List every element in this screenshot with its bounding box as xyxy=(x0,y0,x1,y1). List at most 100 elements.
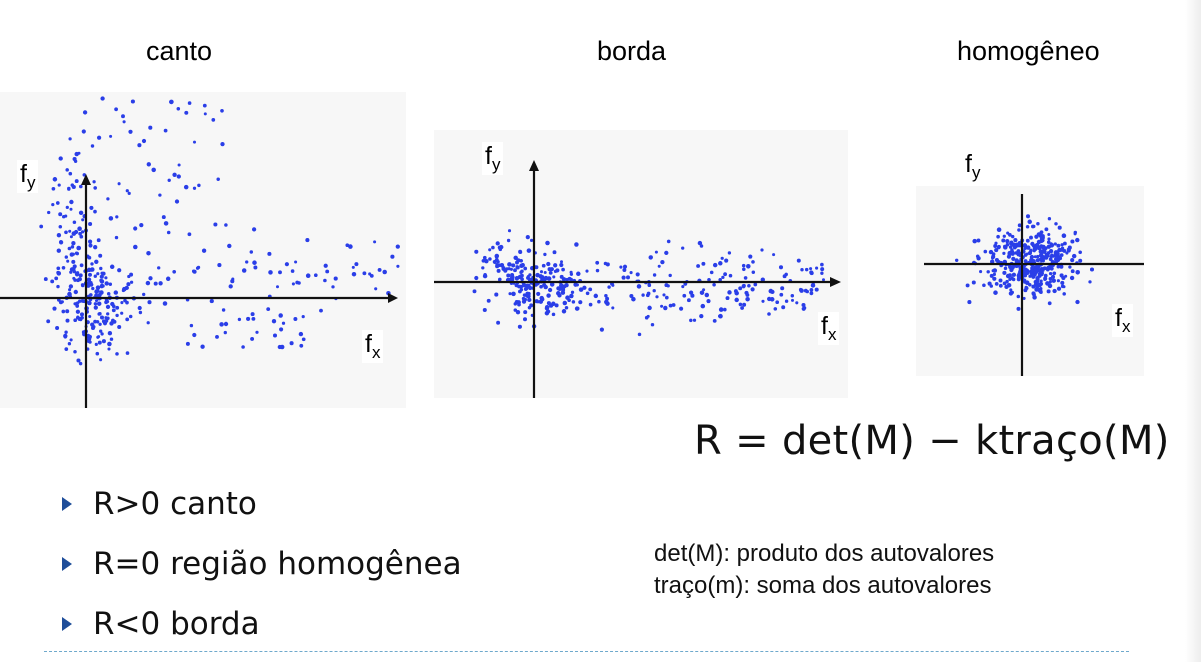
scatter-point xyxy=(72,220,77,224)
scatter-point xyxy=(734,297,739,303)
scatter-point xyxy=(772,253,776,257)
scatter-point xyxy=(113,290,119,295)
scatter-point xyxy=(621,275,626,280)
scatter-point xyxy=(727,251,732,255)
scatter-point xyxy=(213,222,218,227)
scatter-point xyxy=(129,272,134,277)
scatter-point xyxy=(301,337,306,342)
scatter-point xyxy=(125,189,129,193)
scatter-point xyxy=(1008,273,1012,277)
scatter-point xyxy=(78,231,82,236)
det-note: det(M): produto dos autovalores xyxy=(654,540,995,567)
scatter-point xyxy=(666,284,670,288)
trace-note: traço(m): soma dos autovalores xyxy=(654,572,992,599)
scatter-point xyxy=(88,221,93,227)
scatter-point xyxy=(992,268,998,273)
scatter-point xyxy=(1047,283,1053,289)
scatter-point xyxy=(491,245,495,250)
scatter-point xyxy=(138,310,143,315)
scatter-point xyxy=(567,276,572,281)
scatter-point xyxy=(605,296,610,301)
scatter-point xyxy=(511,291,516,297)
scatter-point xyxy=(517,324,522,329)
scatter-point xyxy=(751,270,756,275)
scatter-point xyxy=(996,234,1000,239)
scatter-point xyxy=(65,318,70,323)
scatter-point xyxy=(509,277,515,282)
scatter-point xyxy=(790,298,795,302)
flat-scatter-svg xyxy=(924,194,1144,376)
scatter-point xyxy=(520,263,525,268)
scatter-point xyxy=(604,293,608,298)
scatter-point xyxy=(305,238,310,243)
scatter-point xyxy=(1046,289,1051,294)
scatter-point xyxy=(1044,255,1049,260)
scatter-point xyxy=(496,320,501,325)
scatter-point xyxy=(1052,271,1057,276)
scatter-point xyxy=(814,287,819,292)
scatter-point xyxy=(622,264,628,269)
scatter-point xyxy=(227,243,232,249)
scatter-point xyxy=(1028,274,1032,278)
scatter-point xyxy=(1022,296,1026,300)
scatter-point xyxy=(707,277,711,282)
scatter-point xyxy=(71,241,76,246)
scatter-point xyxy=(1032,292,1036,297)
bullet-list: R>0 canto R=0 região homogênea R<0 borda xyxy=(62,474,462,654)
scatter-point xyxy=(88,272,92,277)
scatter-point xyxy=(69,207,73,211)
scatter-point xyxy=(1053,242,1057,246)
scatter-point xyxy=(578,287,584,292)
page-edge-shadow xyxy=(1185,0,1201,662)
scatter-point xyxy=(619,265,623,269)
scatter-point xyxy=(1078,250,1082,255)
scatter-point xyxy=(1039,252,1043,256)
scatter-point xyxy=(692,318,697,322)
scatter-point xyxy=(1046,244,1052,249)
scatter-point xyxy=(712,283,716,287)
scatter-point xyxy=(313,273,318,278)
scatter-point xyxy=(396,264,400,268)
scatter-point xyxy=(96,335,100,339)
scatter-point xyxy=(556,291,561,296)
scatter-point xyxy=(1030,266,1035,271)
scatter-point xyxy=(1013,243,1017,247)
scatter-point xyxy=(1025,245,1031,250)
scatter-point xyxy=(1018,243,1022,248)
scatter-point xyxy=(597,299,601,304)
scatter-point xyxy=(279,344,285,350)
scatter-point xyxy=(174,199,180,204)
scatter-point xyxy=(176,107,181,111)
scatter-point xyxy=(543,252,547,257)
scatter-point xyxy=(1075,299,1080,305)
scatter-point xyxy=(972,238,977,244)
scatter-point xyxy=(803,288,808,293)
scatter-point xyxy=(93,319,98,324)
scatter-point xyxy=(1023,253,1028,257)
scatter-point xyxy=(1039,239,1044,244)
scatter-point xyxy=(101,284,105,288)
scatter-point xyxy=(649,255,653,259)
scatter-point xyxy=(139,222,144,228)
scatter-point xyxy=(290,269,295,273)
scatter-point xyxy=(71,252,75,256)
scatter-point xyxy=(971,280,976,285)
scatter-point xyxy=(720,256,724,260)
scatter-point xyxy=(1036,254,1040,259)
scatter-point xyxy=(63,335,67,339)
scatter-point xyxy=(795,301,799,305)
scatter-point xyxy=(323,278,327,283)
scatter-point xyxy=(96,301,102,306)
scatter-point xyxy=(555,268,560,273)
scatter-point xyxy=(77,226,82,231)
scatter-point xyxy=(965,283,970,288)
scatter-point xyxy=(1073,232,1077,236)
scatter-point xyxy=(576,271,581,277)
scatter-point xyxy=(482,273,488,279)
corner-x-arrow-icon xyxy=(388,293,398,303)
scatter-point xyxy=(55,325,60,331)
scatter-point xyxy=(51,202,55,207)
scatter-point xyxy=(211,118,216,122)
scatter-point xyxy=(809,267,813,271)
scatter-point xyxy=(513,255,518,261)
